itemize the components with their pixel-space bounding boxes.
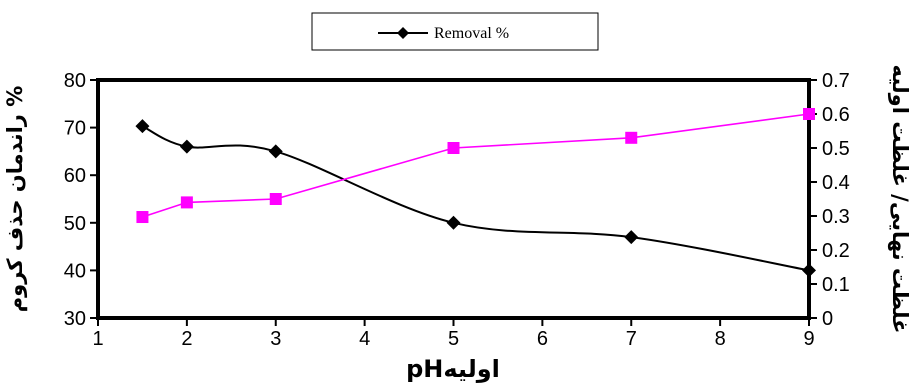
- y-right-tick-label: 0.3: [822, 206, 850, 228]
- x-tick-label: 9: [803, 328, 814, 350]
- y-right-tick-label: 0.7: [822, 70, 850, 92]
- legend-swatch-marker: [397, 27, 409, 39]
- series-0-point: [624, 230, 639, 245]
- series-0-point: [446, 215, 461, 230]
- x-axis-label: pHاولیه: [406, 355, 500, 383]
- y-right-tick-label: 0.4: [822, 172, 850, 194]
- y-right-tick-label: 0: [822, 308, 833, 330]
- x-tick-label: 5: [448, 328, 459, 350]
- x-tick-label: 1: [92, 328, 103, 350]
- legend-label: Removal %: [434, 25, 509, 42]
- x-tick-label: 7: [626, 328, 637, 350]
- x-tick-label: 4: [359, 328, 370, 350]
- y-left-tick-label: 50: [64, 213, 86, 235]
- series-1-point: [625, 131, 638, 144]
- series-1-point: [136, 211, 149, 224]
- series-0-point: [802, 263, 816, 278]
- y-axis-left-label: % راندمان حذف کروم: [3, 86, 27, 312]
- series-1-point: [269, 193, 282, 205]
- x-tick-label: 2: [181, 328, 192, 350]
- series-0-point: [268, 144, 283, 159]
- series-1-point: [447, 142, 460, 154]
- y-left-tick-label: 70: [64, 118, 86, 140]
- series-1-line: [142, 113, 810, 218]
- y-right-tick-label: 0.1: [822, 274, 850, 296]
- y-left-tick-label: 60: [64, 165, 86, 187]
- y-right-tick-label: 0.2: [822, 240, 850, 262]
- y-right-tick-label: 0.6: [822, 104, 850, 126]
- legend-box: [311, 12, 599, 51]
- series-1-point: [180, 196, 193, 209]
- y-right-tick-label: 0.5: [822, 138, 850, 160]
- y-left-tick-label: 40: [64, 260, 86, 282]
- plot-area: [96, 78, 811, 320]
- x-tick-label: 3: [270, 328, 281, 350]
- y-left-tick-label: 80: [64, 70, 86, 92]
- series-0-point: [179, 139, 194, 154]
- y-left-tick-label: 30: [64, 308, 86, 330]
- x-tick-label: 8: [715, 328, 726, 350]
- series-0-point: [135, 119, 150, 134]
- y-axis-right-label: غلظت نهایی/ غلظت اولیه: [888, 64, 912, 333]
- series-1-point: [803, 108, 815, 120]
- x-tick-label: 6: [537, 328, 548, 350]
